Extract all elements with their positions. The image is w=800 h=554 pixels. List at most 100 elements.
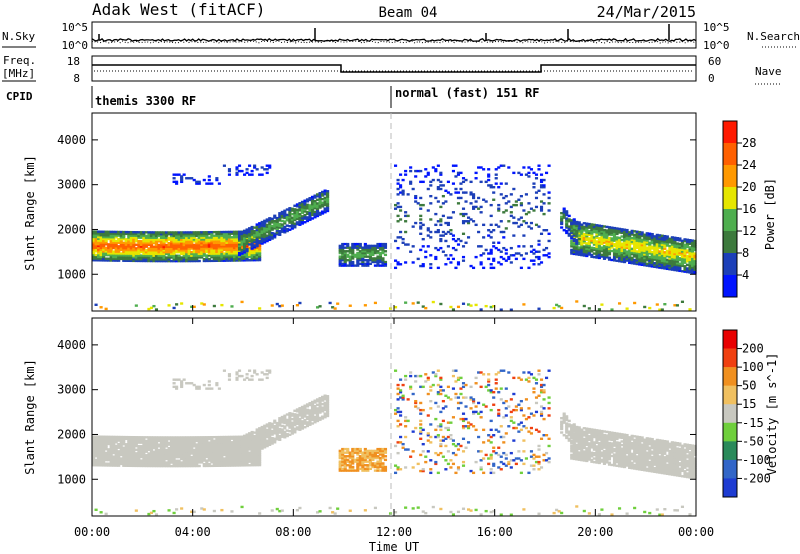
power-cell bbox=[381, 250, 385, 253]
velocity-cell bbox=[265, 430, 269, 433]
velocity-cell bbox=[159, 445, 164, 448]
power-cell bbox=[602, 232, 606, 235]
velocity-cell bbox=[102, 462, 106, 465]
power-cell bbox=[373, 264, 377, 267]
power-cell bbox=[623, 233, 627, 237]
velocity-cell bbox=[376, 465, 380, 469]
power-cell bbox=[396, 205, 400, 209]
power-cell bbox=[210, 243, 214, 246]
power-cell bbox=[217, 238, 221, 241]
velocity-cell bbox=[220, 453, 224, 457]
power-cell bbox=[275, 224, 279, 227]
velocity-cell bbox=[235, 439, 239, 442]
power-cell bbox=[129, 238, 133, 241]
power-cell bbox=[185, 236, 189, 239]
power-cell bbox=[416, 169, 420, 173]
power-cell bbox=[680, 248, 685, 251]
power-cell bbox=[127, 239, 131, 243]
velocity-cell bbox=[170, 439, 174, 443]
power-cell bbox=[655, 303, 659, 306]
power-cell bbox=[582, 222, 586, 225]
power-cell bbox=[295, 212, 299, 215]
power-cell bbox=[680, 264, 685, 268]
power-cell bbox=[623, 241, 627, 244]
power-cell bbox=[537, 257, 541, 261]
power-cell bbox=[245, 248, 249, 251]
power-cell bbox=[378, 255, 383, 258]
power-cell bbox=[255, 241, 259, 244]
velocity-cell bbox=[177, 443, 181, 446]
power-cell bbox=[343, 260, 347, 264]
velocity-cell bbox=[253, 460, 257, 463]
power-cell bbox=[625, 237, 629, 241]
power-cell bbox=[260, 166, 264, 169]
power-cell bbox=[615, 238, 619, 241]
velocity-cell bbox=[305, 417, 310, 421]
power-cell bbox=[172, 234, 176, 238]
velocity-cell bbox=[248, 437, 252, 440]
velocity-cell bbox=[122, 453, 126, 457]
power-cell bbox=[690, 268, 695, 271]
velocity-cell bbox=[248, 433, 252, 437]
power-cell bbox=[92, 239, 96, 242]
power-cell bbox=[321, 203, 325, 206]
power-cell bbox=[492, 266, 496, 270]
velocity-cell bbox=[235, 451, 239, 455]
power-cell bbox=[625, 252, 629, 255]
velocity-cell bbox=[260, 425, 264, 429]
velocity-cell bbox=[285, 434, 289, 438]
velocity-cell bbox=[139, 448, 143, 452]
power-cell bbox=[127, 259, 131, 263]
power-cell bbox=[99, 230, 103, 233]
power-cell bbox=[192, 259, 196, 263]
velocity-cell bbox=[192, 441, 196, 444]
velocity-cell bbox=[378, 462, 383, 465]
power-cell bbox=[366, 246, 370, 249]
velocity-cell bbox=[270, 431, 274, 434]
velocity-cell bbox=[235, 448, 239, 451]
power-cell bbox=[278, 226, 282, 229]
power-cell bbox=[509, 261, 513, 264]
power-cell bbox=[280, 225, 284, 228]
velocity-cell bbox=[97, 462, 101, 465]
velocity-cell bbox=[167, 454, 171, 457]
power-cell bbox=[688, 240, 692, 244]
power-cell bbox=[147, 240, 151, 243]
velocity-cell bbox=[278, 436, 282, 440]
power-cell bbox=[157, 243, 161, 247]
velocity-cell bbox=[235, 373, 239, 376]
velocity-cell bbox=[222, 435, 226, 439]
power-cell bbox=[602, 248, 606, 251]
power-cell bbox=[607, 249, 612, 252]
power-cell bbox=[212, 238, 216, 241]
power-cell bbox=[122, 232, 126, 236]
velocity-cell bbox=[197, 454, 201, 457]
power-cell bbox=[509, 246, 513, 250]
power-cell bbox=[245, 235, 249, 238]
velocity-cell bbox=[268, 371, 272, 374]
power-cell bbox=[605, 252, 609, 255]
power-cell bbox=[263, 219, 267, 223]
power-cell bbox=[167, 249, 171, 252]
power-cell bbox=[243, 247, 247, 250]
power-cell bbox=[668, 259, 672, 262]
velocity-cell bbox=[368, 458, 372, 462]
velocity-cell bbox=[117, 444, 121, 448]
power-cell bbox=[597, 251, 601, 254]
velocity-cell bbox=[210, 437, 214, 441]
power-cell bbox=[582, 247, 586, 250]
power-cell bbox=[595, 227, 599, 231]
power-cell bbox=[255, 251, 259, 255]
velocity-cell bbox=[373, 451, 377, 454]
velocity-cell bbox=[127, 452, 131, 455]
velocity-cell bbox=[195, 445, 199, 448]
power-cell bbox=[157, 240, 161, 243]
velocity-cell bbox=[190, 445, 194, 448]
velocity-cell bbox=[200, 454, 204, 457]
power-cell bbox=[366, 260, 370, 264]
velocity-cell bbox=[210, 450, 214, 453]
velocity-cell bbox=[230, 460, 234, 464]
power-cell bbox=[154, 254, 159, 257]
velocity-cell bbox=[112, 439, 116, 442]
power-cell bbox=[585, 229, 589, 233]
